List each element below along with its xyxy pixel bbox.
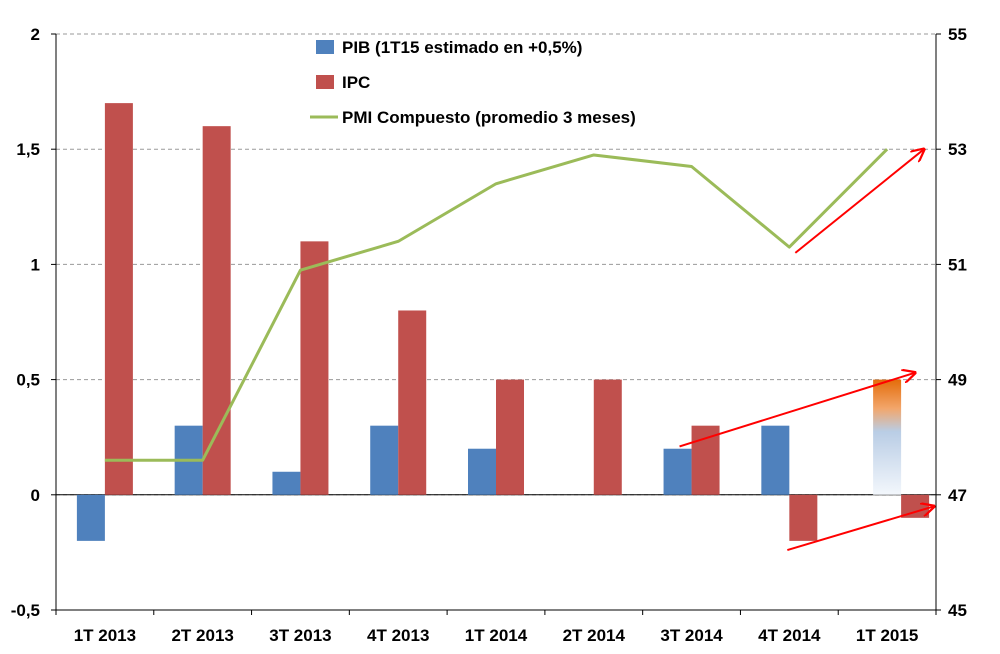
pib-bar bbox=[76, 494, 105, 541]
bar-layer bbox=[76, 103, 930, 541]
left-tick-label: 0,5 bbox=[16, 371, 40, 390]
right-tick-label: 49 bbox=[948, 371, 967, 390]
ipc-bar bbox=[104, 103, 133, 495]
legend-pmi-label: PMI Compuesto (promedio 3 meses) bbox=[342, 108, 636, 127]
x-tick-label: 4T 2014 bbox=[758, 626, 821, 645]
x-tick-label: 1T 2013 bbox=[74, 626, 136, 645]
left-tick-label: 2 bbox=[31, 25, 40, 44]
left-tick-label: 0 bbox=[31, 486, 40, 505]
x-tick-label: 3T 2014 bbox=[660, 626, 723, 645]
ipc-bar bbox=[789, 494, 818, 541]
pib-bar bbox=[761, 425, 790, 495]
axis-layer: -0,5 0 0,5 1 1,5 2 45 47 49 51 53 55 1T 2013 2T 2013 3… bbox=[11, 25, 967, 645]
legend: PIB (1T15 estimado en +0,5%) IPC PMI Compu… bbox=[310, 38, 636, 127]
x-tick-label: 1T 2014 bbox=[465, 626, 528, 645]
left-tick-label: 1 bbox=[31, 255, 40, 274]
trend-arrow bbox=[679, 373, 916, 448]
trend-arrow bbox=[787, 506, 934, 552]
pib-bar bbox=[663, 448, 692, 495]
x-tick-label: 4T 2013 bbox=[367, 626, 429, 645]
x-tick-label: 2T 2014 bbox=[563, 626, 626, 645]
legend-pib-swatch bbox=[316, 40, 334, 54]
pib-bar bbox=[468, 448, 496, 495]
x-tick-label: 3T 2013 bbox=[269, 626, 331, 645]
ipc-bar bbox=[202, 126, 231, 495]
ipc-bar bbox=[593, 379, 622, 495]
annotation-layer bbox=[679, 149, 934, 552]
x-tick-label: 1T 2015 bbox=[856, 626, 918, 645]
ipc-bar bbox=[691, 425, 720, 495]
ipc-bar bbox=[398, 310, 427, 495]
right-tick-label: 53 bbox=[948, 140, 967, 159]
legend-pib-label: PIB (1T15 estimado en +0,5%) bbox=[342, 38, 582, 57]
trend-arrow bbox=[794, 149, 924, 254]
legend-ipc-label: IPC bbox=[342, 73, 370, 92]
left-tick-label: -0,5 bbox=[11, 601, 40, 620]
pib-bar bbox=[370, 425, 399, 495]
pib-bar bbox=[272, 471, 301, 495]
left-tick-label: 1,5 bbox=[16, 140, 40, 159]
right-tick-label: 51 bbox=[948, 255, 967, 274]
right-tick-label: 47 bbox=[948, 486, 967, 505]
ipc-bar bbox=[300, 241, 329, 495]
x-tick-label: 2T 2013 bbox=[171, 626, 233, 645]
ipc-bar bbox=[496, 379, 524, 495]
legend-ipc-swatch bbox=[316, 75, 334, 89]
pib-bar-estimated bbox=[873, 379, 902, 495]
right-tick-label: 45 bbox=[948, 601, 967, 620]
line-layer bbox=[104, 148, 889, 462]
right-tick-label: 55 bbox=[948, 25, 967, 44]
